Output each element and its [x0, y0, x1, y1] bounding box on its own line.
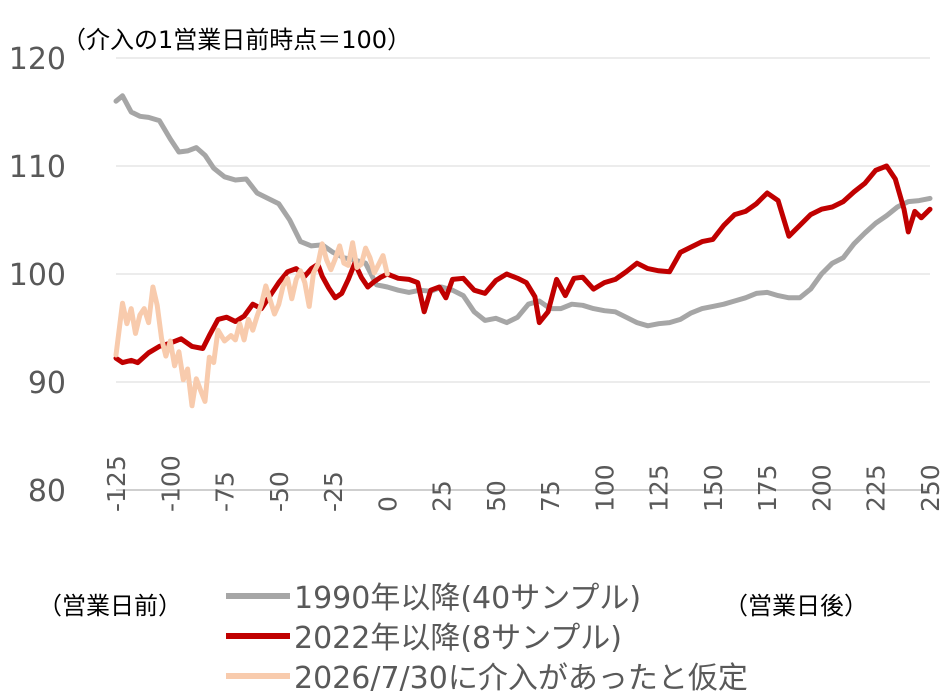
x-tick-label: 125: [645, 464, 674, 512]
y-tick-label: 90: [28, 366, 66, 401]
unit-note: （介入の1営業日前時点＝100）: [62, 26, 411, 54]
y-tick-label: 80: [28, 474, 66, 509]
x-axis-right-label: （営業日後）: [724, 592, 868, 620]
x-tick-label: -25: [319, 471, 348, 512]
y-tick-label: 100: [9, 258, 66, 293]
x-tick-label: 50: [482, 480, 511, 512]
x-tick-label: 0: [373, 496, 402, 512]
x-tick-label: 200: [807, 464, 836, 512]
series-lines: [113, 93, 933, 409]
legend-label-1: 1990年以降(40サンプル): [294, 581, 641, 616]
legend-label-3: 2026/7/30に介入があったと仮定: [294, 661, 748, 694]
x-axis-ticks: -125 -100 -75 -50 -25 0 25 50 75 100 125 150 175 200 2…: [102, 455, 945, 512]
y-tick-label: 120: [9, 42, 66, 77]
x-tick-label: -100: [156, 455, 185, 512]
x-tick-label: 175: [753, 464, 782, 512]
x-tick-label: -50: [265, 471, 294, 512]
series-line-2: [113, 163, 933, 366]
y-tick-label: 110: [9, 150, 66, 185]
x-tick-label: 150: [699, 464, 728, 512]
series-line-1: [113, 93, 933, 329]
y-axis-ticks: 80 90 100 110 120: [9, 42, 66, 509]
gridlines: [116, 57, 930, 491]
legend: 1990年以降(40サンプル) 2022年以降(8サンプル) 2026/7/30に介…: [226, 581, 748, 696]
x-tick-label: 75: [536, 480, 565, 512]
x-tick-label: 250: [916, 464, 945, 512]
x-tick-label: 100: [590, 464, 619, 512]
x-tick-label: -125: [102, 455, 131, 512]
legend-label-2: 2022年以降(8サンプル): [294, 621, 622, 656]
series-line-3: [113, 240, 390, 409]
x-tick-label: 225: [862, 464, 891, 512]
x-tick-label: -75: [211, 471, 240, 512]
x-tick-label: 25: [428, 480, 457, 512]
x-axis-left-label: （営業日前）: [38, 592, 182, 620]
